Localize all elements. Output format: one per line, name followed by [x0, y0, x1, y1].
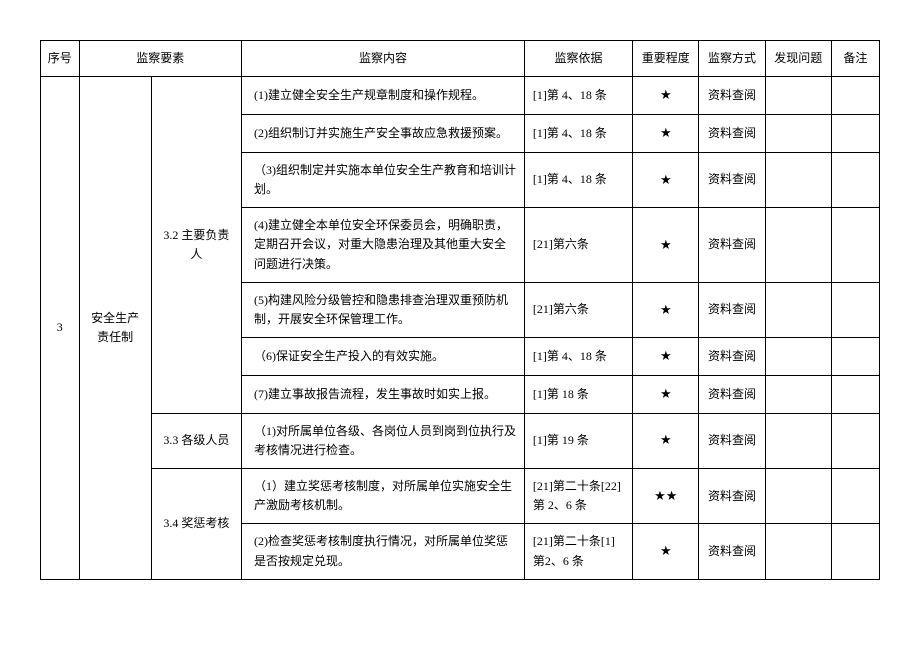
issue-cell	[765, 524, 831, 579]
issue-cell	[765, 152, 831, 207]
header-seq: 序号	[41, 41, 80, 77]
basis-cell: [1]第 4、18 条	[524, 114, 632, 152]
basis-cell: [21]第二十条[22]第 2、6 条	[524, 469, 632, 524]
importance-cell: ★	[633, 77, 699, 115]
method-cell: 资料查阅	[699, 469, 765, 524]
element-sub-cell: 3.3 各级人员	[151, 413, 241, 468]
content-cell: （3)组织制定并实施本单位安全生产教育和培训计划。	[242, 152, 525, 207]
importance-cell: ★	[633, 208, 699, 283]
issue-cell	[765, 282, 831, 337]
method-cell: 资料查阅	[699, 77, 765, 115]
remark-cell	[831, 413, 879, 468]
content-cell: （1)对所属单位各级、各岗位人员到岗到位执行及考核情况进行检查。	[242, 413, 525, 468]
method-cell: 资料查阅	[699, 524, 765, 579]
method-cell: 资料查阅	[699, 282, 765, 337]
basis-cell: [1]第 4、18 条	[524, 338, 632, 376]
method-cell: 资料查阅	[699, 114, 765, 152]
issue-cell	[765, 469, 831, 524]
header-method: 监察方式	[699, 41, 765, 77]
issue-cell	[765, 77, 831, 115]
remark-cell	[831, 114, 879, 152]
remark-cell	[831, 338, 879, 376]
method-cell: 资料查阅	[699, 208, 765, 283]
remark-cell	[831, 469, 879, 524]
content-cell: （1）建立奖惩考核制度，对所属单位实施安全生产激励考核机制。	[242, 469, 525, 524]
element-sub-cell: 3.4 奖惩考核	[151, 469, 241, 580]
remark-cell	[831, 152, 879, 207]
content-cell: (2)组织制订并实施生产安全事故应急救援预案。	[242, 114, 525, 152]
remark-cell	[831, 208, 879, 283]
issue-cell	[765, 338, 831, 376]
remark-cell	[831, 282, 879, 337]
inspection-table: 序号 监察要素 监察内容 监察依据 重要程度 监察方式 发现问题 备注 3 安全…	[40, 40, 880, 580]
header-remark: 备注	[831, 41, 879, 77]
element-main-cell: 安全生产责任制	[79, 77, 151, 580]
content-cell: (4)建立健全本单位安全环保委员会，明确职责，定期召开会议，对重大隐患治理及其他…	[242, 208, 525, 283]
importance-cell: ★★	[633, 469, 699, 524]
basis-cell: [1]第 18 条	[524, 375, 632, 413]
importance-cell: ★	[633, 114, 699, 152]
method-cell: 资料查阅	[699, 413, 765, 468]
header-content: 监察内容	[242, 41, 525, 77]
importance-cell: ★	[633, 338, 699, 376]
importance-cell: ★	[633, 152, 699, 207]
basis-cell: [21]第六条	[524, 208, 632, 283]
header-element: 监察要素	[79, 41, 242, 77]
remark-cell	[831, 375, 879, 413]
header-basis: 监察依据	[524, 41, 632, 77]
issue-cell	[765, 413, 831, 468]
content-cell: (2)检查奖惩考核制度执行情况，对所属单位奖惩是否按规定兑现。	[242, 524, 525, 579]
remark-cell	[831, 524, 879, 579]
basis-cell: [21]第六条	[524, 282, 632, 337]
method-cell: 资料查阅	[699, 375, 765, 413]
importance-cell: ★	[633, 282, 699, 337]
header-importance: 重要程度	[633, 41, 699, 77]
issue-cell	[765, 114, 831, 152]
basis-cell: [1]第 19 条	[524, 413, 632, 468]
content-cell: (7)建立事故报告流程，发生事故时如实上报。	[242, 375, 525, 413]
table-row: 3.3 各级人员 （1)对所属单位各级、各岗位人员到岗到位执行及考核情况进行检查…	[41, 413, 880, 468]
table-row: 3.4 奖惩考核 （1）建立奖惩考核制度，对所属单位实施安全生产激励考核机制。 …	[41, 469, 880, 524]
issue-cell	[765, 375, 831, 413]
element-sub-cell: 3.2 主要负责人	[151, 77, 241, 414]
remark-cell	[831, 77, 879, 115]
content-cell: （6)保证安全生产投入的有效实施。	[242, 338, 525, 376]
seq-cell: 3	[41, 77, 80, 580]
content-cell: (5)构建风险分级管控和隐患排查治理双重预防机制，开展安全环保管理工作。	[242, 282, 525, 337]
header-issue: 发现问题	[765, 41, 831, 77]
table-row: 3 安全生产责任制 3.2 主要负责人 (1)建立健全安全生产规章制度和操作规程…	[41, 77, 880, 115]
content-cell: (1)建立健全安全生产规章制度和操作规程。	[242, 77, 525, 115]
header-row: 序号 监察要素 监察内容 监察依据 重要程度 监察方式 发现问题 备注	[41, 41, 880, 77]
importance-cell: ★	[633, 375, 699, 413]
method-cell: 资料查阅	[699, 152, 765, 207]
basis-cell: [1]第 4、18 条	[524, 152, 632, 207]
issue-cell	[765, 208, 831, 283]
basis-cell: [21]第二十条[1]第2、6 条	[524, 524, 632, 579]
method-cell: 资料查阅	[699, 338, 765, 376]
importance-cell: ★	[633, 524, 699, 579]
basis-cell: [1]第 4、18 条	[524, 77, 632, 115]
importance-cell: ★	[633, 413, 699, 468]
